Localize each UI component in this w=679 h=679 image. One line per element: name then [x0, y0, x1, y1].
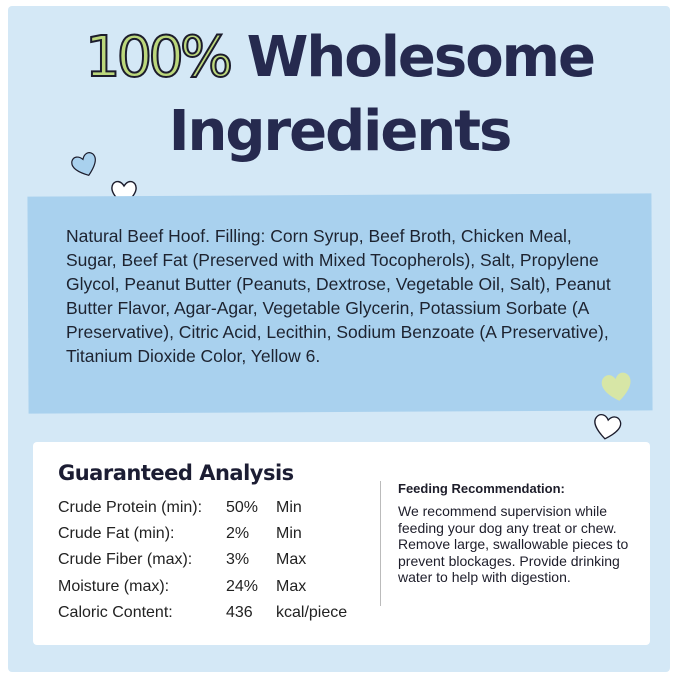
- row-value: 436: [226, 604, 253, 621]
- row-unit: Min: [276, 525, 302, 542]
- heading-word: Wholesome: [246, 25, 596, 90]
- row-label: Crude Protein (min):: [58, 499, 203, 516]
- row-unit: kcal/piece: [276, 604, 348, 621]
- feeding-title: Feeding Recommendation:: [398, 481, 565, 496]
- row-label: Moisture (max):: [58, 578, 170, 595]
- row-value: 24%: [226, 578, 259, 595]
- analysis-title: Guaranteed Analysis: [58, 461, 294, 485]
- row-value: 2%: [226, 525, 250, 542]
- analysis-card: [33, 442, 650, 645]
- heading-highlight: 100%: [84, 25, 234, 90]
- row-value: 3%: [226, 551, 250, 568]
- row-label: Crude Fat (min):: [58, 525, 175, 542]
- heading-line2: Ingredients: [168, 99, 513, 164]
- divider: [380, 481, 381, 606]
- heart-icon: [594, 413, 622, 440]
- feeding-text: We recommend supervision while feeding y…: [398, 503, 629, 585]
- row-unit: Max: [276, 551, 307, 568]
- row-unit: Min: [276, 499, 302, 516]
- heart-icon: [71, 152, 96, 177]
- heart-icon: [601, 372, 631, 401]
- row-label: Caloric Content:: [58, 604, 173, 621]
- ingredients-text: Natural Beef Hoof. Filling: Corn Syrup, …: [66, 226, 611, 366]
- row-value: 50%: [226, 499, 259, 516]
- row-unit: Max: [276, 578, 307, 595]
- heading-line1: 100% Wholesome: [0, 29, 679, 87]
- row-label: Crude Fiber (max):: [58, 551, 193, 568]
